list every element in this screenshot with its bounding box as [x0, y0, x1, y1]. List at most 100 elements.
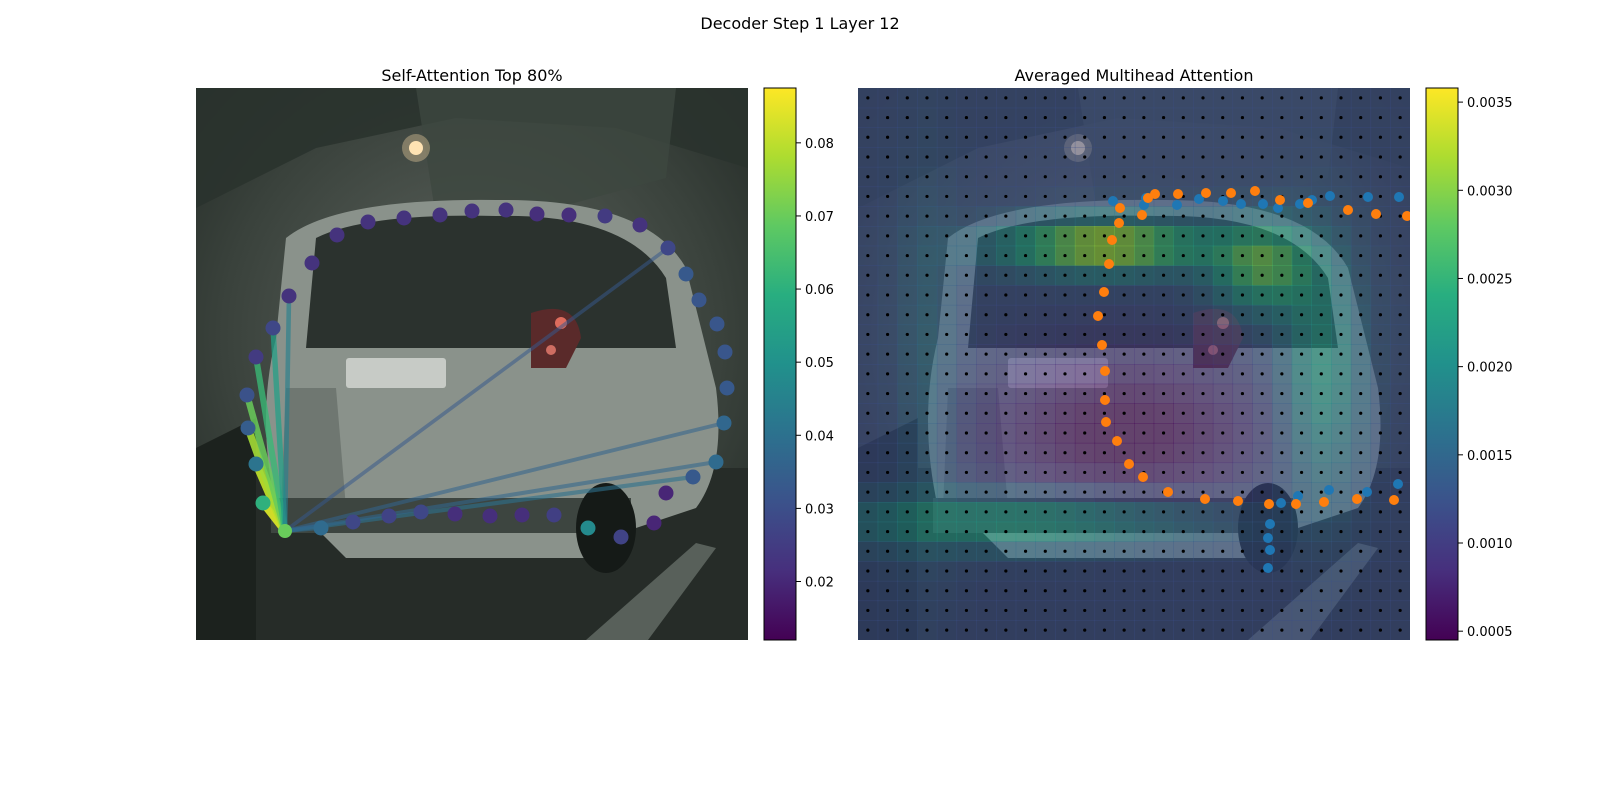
grid-dot — [1319, 529, 1323, 534]
grid-dot — [1102, 214, 1107, 218]
grid-dot — [905, 549, 909, 553]
series-point — [1265, 545, 1275, 555]
grid-dot — [1240, 431, 1245, 435]
grid-dot — [1043, 175, 1047, 179]
grid-dot — [1398, 529, 1402, 534]
grid-dot — [1181, 234, 1185, 238]
grid-dot — [1260, 194, 1264, 199]
grid-dot — [885, 253, 890, 258]
grid-dot — [945, 529, 949, 534]
grid-dot — [1161, 273, 1166, 277]
grid-dot — [1339, 569, 1343, 573]
grid-dot — [1280, 352, 1284, 356]
grid-dot — [1299, 608, 1304, 613]
series-point — [1100, 395, 1110, 405]
grid-dot — [1260, 313, 1264, 317]
grid-dot — [1378, 273, 1383, 277]
grid-dot — [1102, 96, 1107, 100]
polygon-point — [660, 240, 676, 256]
polygon-point — [265, 320, 281, 336]
grid-dot — [885, 352, 890, 356]
grid-dot — [1102, 135, 1107, 139]
polygon-point — [529, 206, 545, 222]
grid-dot — [885, 273, 890, 277]
grid-dot — [1102, 115, 1107, 120]
grid-dot — [925, 293, 929, 297]
grid-dot — [866, 569, 870, 573]
grid-dot — [885, 234, 890, 238]
grid-dot — [1280, 234, 1284, 238]
grid-dot — [1063, 372, 1067, 376]
grid-dot — [1142, 628, 1146, 632]
grid-dot — [1004, 628, 1008, 632]
grid-dot — [1240, 608, 1245, 613]
attention-line — [252, 353, 289, 535]
grid-dot — [866, 115, 870, 120]
polygon-point — [561, 207, 577, 223]
grid-dot — [1023, 608, 1028, 613]
grid-dot — [1378, 490, 1383, 494]
grid-dot — [1260, 510, 1264, 514]
grid-dot — [964, 155, 969, 159]
polygon-point — [498, 202, 514, 218]
grid-dot — [1023, 470, 1028, 475]
polygon-point — [464, 203, 480, 219]
grid-dot — [1339, 490, 1343, 494]
grid-dot — [905, 135, 909, 139]
polygon-point — [240, 420, 256, 436]
grid-dot — [1122, 608, 1126, 613]
grid-dot — [1280, 253, 1284, 258]
grid-dot — [984, 549, 988, 553]
grid-dot — [1339, 155, 1343, 159]
grid-dot — [1004, 608, 1008, 613]
grid-dot — [1339, 510, 1343, 514]
grid-dot — [984, 313, 988, 317]
grid-dot — [1240, 589, 1245, 593]
grid-dot — [1221, 549, 1225, 553]
grid-dot — [1299, 135, 1304, 139]
grid-dot — [1023, 273, 1028, 277]
grid-dot — [984, 135, 988, 139]
polygon-point — [248, 456, 264, 472]
grid-dot — [1161, 411, 1166, 415]
grid-dot — [1398, 135, 1402, 139]
grid-dot — [1378, 470, 1383, 475]
grid-dot — [905, 608, 909, 613]
grid-dot — [1122, 372, 1126, 376]
grid-dot — [1122, 253, 1126, 258]
grid-dot — [1339, 214, 1343, 218]
grid-dot — [885, 470, 890, 475]
grid-dot — [1260, 608, 1264, 613]
series-point — [1461, 479, 1471, 489]
grid-dot — [1043, 608, 1047, 613]
grid-dot — [1398, 253, 1402, 258]
grid-dot — [925, 451, 929, 455]
grid-dot — [1161, 608, 1166, 613]
grid-dot — [964, 470, 969, 475]
grid-dot — [1161, 628, 1166, 632]
grid-dot — [1339, 175, 1343, 179]
grid-dot — [905, 569, 909, 573]
grid-dot — [1083, 510, 1087, 514]
grid-dot — [1122, 510, 1126, 514]
grid-dot — [1339, 628, 1343, 632]
grid-dot — [1023, 451, 1028, 455]
series-point — [1143, 193, 1153, 203]
grid-dot — [1102, 332, 1107, 337]
grid-dot — [1181, 96, 1185, 100]
grid-dot — [1201, 608, 1205, 613]
grid-dot — [1083, 549, 1087, 553]
grid-dot — [1004, 332, 1008, 337]
grid-dot — [1280, 549, 1284, 553]
grid-dot — [1359, 175, 1363, 179]
series-point — [1319, 497, 1329, 507]
polygon-point — [658, 485, 674, 501]
grid-dot — [925, 135, 929, 139]
grid-dot — [885, 135, 890, 139]
grid-dot — [1161, 569, 1166, 573]
grid-dot — [945, 569, 949, 573]
grid-dot — [984, 372, 988, 376]
grid-dot — [905, 352, 909, 356]
series-point — [1276, 498, 1286, 508]
grid-dot — [1201, 529, 1205, 534]
